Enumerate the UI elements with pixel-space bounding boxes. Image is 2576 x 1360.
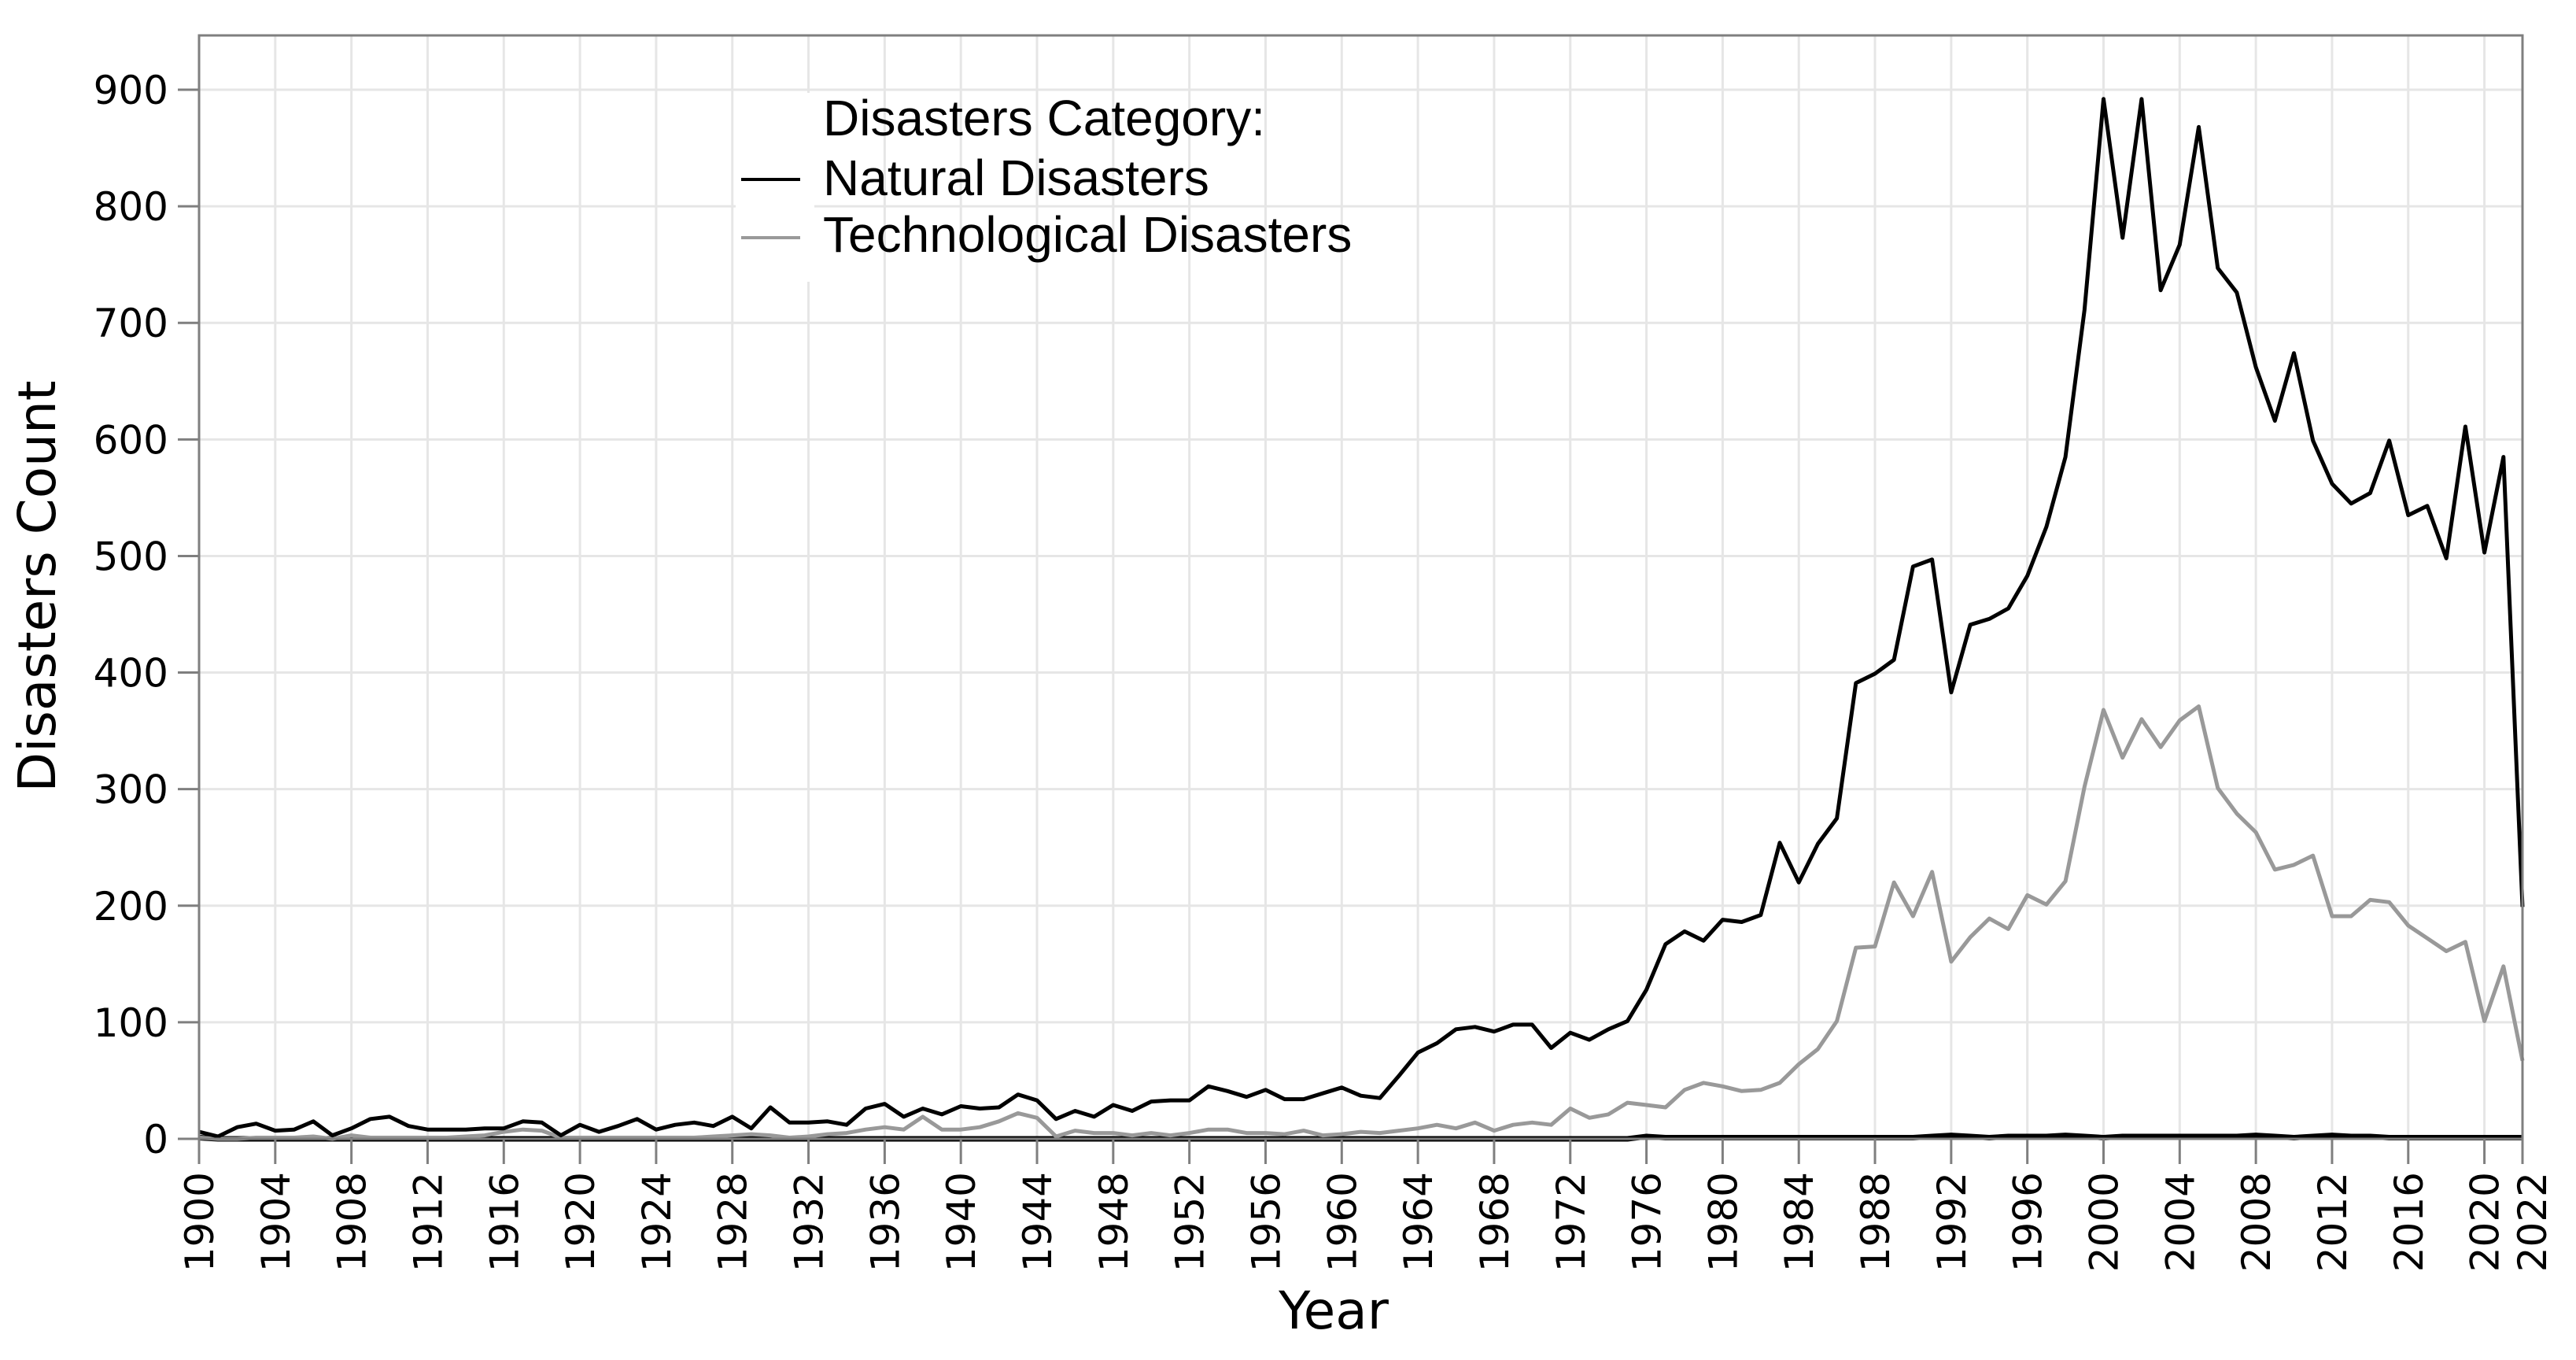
x-tick-label: 2008 xyxy=(2234,1172,2279,1272)
x-tick-label: 1988 xyxy=(1853,1172,1899,1272)
x-tick-label: 1972 xyxy=(1548,1172,1594,1272)
legend: Disasters Category: Natural Disasters Te… xyxy=(736,90,1352,282)
x-tick-label: 2020 xyxy=(2463,1172,2508,1272)
y-tick-label: 900 xyxy=(94,68,168,113)
y-tick-label: 400 xyxy=(94,651,168,697)
x-tick-label: 1928 xyxy=(710,1172,756,1272)
x-axis: 1900 1904 1908 1912 1916 1920 1924 1928 1932 1936… xyxy=(177,1139,2556,1272)
x-tick-label: 2016 xyxy=(2386,1172,2432,1272)
x-tick-label: 1952 xyxy=(1168,1172,1213,1272)
x-tick-label: 1936 xyxy=(862,1172,908,1272)
y-axis-title: Disasters Count xyxy=(7,380,68,792)
y-tick-label: 300 xyxy=(94,767,168,813)
x-tick-label: 1908 xyxy=(330,1172,375,1272)
y-tick-label: 200 xyxy=(94,884,168,929)
x-tick-label: 1944 xyxy=(1015,1172,1061,1272)
series-line-natural-disasters xyxy=(198,97,2525,1139)
x-tick-label: 1900 xyxy=(177,1172,223,1272)
x-tick-label: 1984 xyxy=(1777,1172,1822,1272)
x-tick-label: 2004 xyxy=(2157,1172,2203,1272)
x-tick-label: 2012 xyxy=(2310,1172,2356,1272)
x-tick-label: 1932 xyxy=(787,1172,832,1272)
x-tick-label: 2000 xyxy=(2081,1172,2127,1272)
y-tick-label: 100 xyxy=(94,1000,168,1046)
x-tick-label: 1968 xyxy=(1472,1172,1518,1272)
legend-label-natural: Natural Disasters xyxy=(823,150,1209,206)
y-tick-label: 700 xyxy=(94,301,168,346)
x-axis-title: Year xyxy=(1278,1281,1389,1341)
y-tick-label: 800 xyxy=(94,184,168,230)
y-axis: 0 100 200 300 400 500 600 700 800 900 xyxy=(94,68,199,1162)
x-tick-label: 1924 xyxy=(634,1172,680,1272)
x-tick-label: 1980 xyxy=(1700,1172,1746,1272)
x-tick-label: 1948 xyxy=(1091,1172,1137,1272)
x-tick-label: 1976 xyxy=(1625,1172,1670,1272)
x-tick-label: 1960 xyxy=(1319,1172,1365,1272)
x-tick-label: 1904 xyxy=(253,1172,299,1272)
x-tick-label: 1940 xyxy=(939,1172,984,1272)
legend-label-technological: Technological Disasters xyxy=(823,206,1352,263)
x-tick-label: 1912 xyxy=(405,1172,451,1272)
y-tick-label: 500 xyxy=(94,534,168,579)
x-tick-label: 1956 xyxy=(1243,1172,1289,1272)
y-tick-label: 0 xyxy=(143,1117,168,1162)
plot-frame xyxy=(197,34,2524,1140)
x-tick-label: 1964 xyxy=(1396,1172,1441,1272)
x-tick-label: 1916 xyxy=(482,1172,527,1272)
x-tick-label: 2022 xyxy=(2510,1172,2556,1272)
x-tick-label: 1920 xyxy=(558,1172,603,1272)
legend-title: Disasters Category: xyxy=(823,90,1265,146)
x-tick-label: 1996 xyxy=(2006,1172,2051,1272)
grid-lines xyxy=(199,35,2522,1140)
y-tick-label: 600 xyxy=(94,417,168,463)
x-tick-label: 1992 xyxy=(1929,1172,1975,1272)
legend-background xyxy=(736,93,814,282)
